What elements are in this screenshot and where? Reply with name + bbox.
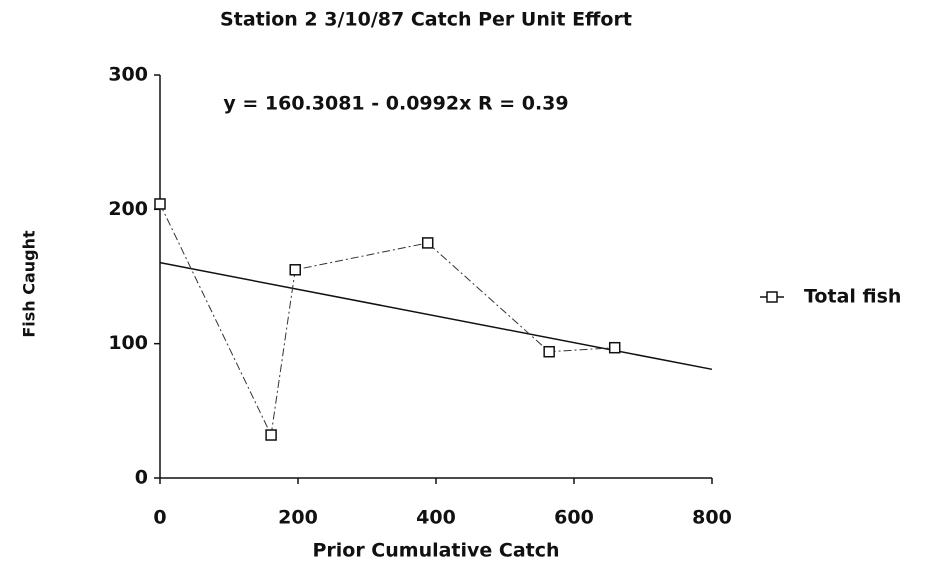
y-tick-label: 100 [108,332,148,354]
marker [608,341,621,354]
x-tick-label: 600 [554,507,594,529]
y-tick-label: 200 [108,198,148,220]
trend-line [159,261,713,371]
x-tick-label: 0 [153,507,166,529]
x-tick-label: 400 [416,507,456,529]
annotation: y = 160.3081 - 0.0992x R = 0.39 [223,93,568,115]
y-tick-label: 300 [108,64,148,86]
marker [154,198,166,210]
marker [265,429,277,441]
x-axis-label: Prior Cumulative Catch [312,540,559,562]
marker [421,237,434,249]
x-tick-label: 800 [692,507,732,529]
y-axis-label: Fish Caught [20,230,39,338]
series-line [159,203,615,437]
chart-title: Station 2 3/10/87 Catch Per Unit Effort [220,9,632,31]
legend-marker [766,291,778,303]
legend-label: Total fish [804,286,901,308]
x-tick-label: 200 [278,507,318,529]
y-tick-label: 0 [135,467,148,489]
marker [543,345,555,358]
marker [289,264,301,276]
